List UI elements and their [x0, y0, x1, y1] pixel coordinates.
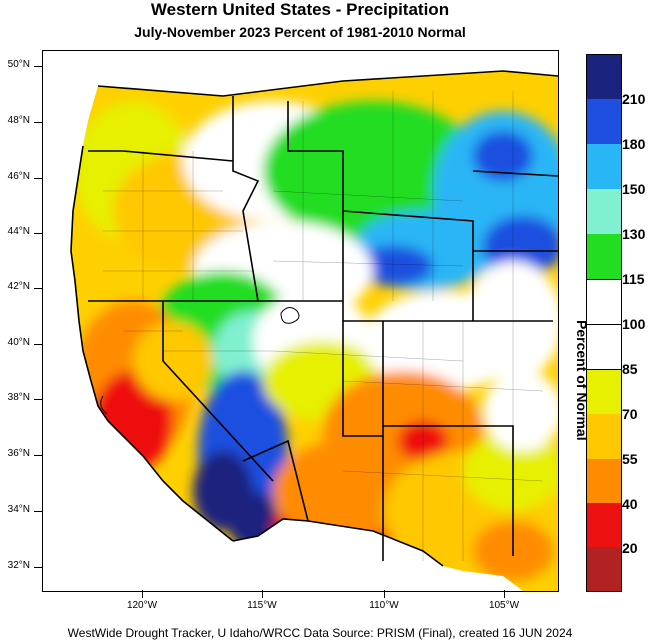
legend-swatch — [587, 189, 621, 234]
lat-tick — [34, 288, 42, 289]
lat-tick — [34, 511, 42, 512]
legend-swatch — [587, 324, 621, 370]
legend-label-150: 150 — [622, 181, 646, 197]
lat-label-32n: 32°N — [7, 560, 30, 571]
legend-label-55: 55 — [622, 451, 638, 467]
lat-label-42n: 42°N — [7, 281, 30, 292]
legend-label-130: 130 — [622, 226, 646, 242]
legend-swatch — [587, 369, 621, 415]
legend-label-115: 115 — [622, 271, 645, 287]
footer-credit: WestWide Drought Tracker, U Idaho/WRCC D… — [67, 626, 573, 640]
lon-label-120w: 120°W — [126, 600, 158, 611]
precipitation-map — [42, 50, 559, 592]
legend-swatch — [587, 144, 621, 189]
lat-tick — [34, 567, 42, 568]
legend-swatch — [587, 414, 621, 459]
lon-tick — [142, 590, 143, 598]
lat-tick — [34, 233, 42, 234]
lon-tick — [262, 590, 263, 598]
legend-swatch — [587, 459, 621, 503]
color-legend — [586, 54, 622, 592]
lat-label-44n: 44°N — [7, 226, 30, 237]
legend-label-180: 180 — [622, 136, 646, 152]
lat-tick — [34, 178, 42, 179]
map-subtitle: July-November 2023 Percent of 1981-2010 … — [134, 24, 466, 40]
lon-label-115w: 115°W — [247, 600, 277, 611]
legend-label-100: 100 — [622, 316, 646, 332]
lat-tick — [34, 66, 42, 67]
legend-label-85: 85 — [622, 361, 638, 377]
lat-label-38n: 38°N — [7, 392, 30, 403]
lat-label-46n: 46°N — [7, 171, 30, 182]
lat-label-40n: 40°N — [7, 337, 30, 348]
legend-label-70: 70 — [622, 406, 638, 422]
lat-tick — [34, 455, 42, 456]
lat-tick — [34, 399, 42, 400]
legend-swatch — [587, 99, 621, 144]
map-canvas — [43, 51, 558, 591]
lon-tick — [384, 590, 385, 598]
lat-label-36n: 36°N — [7, 448, 30, 459]
legend-title: Percent of Normal — [574, 320, 590, 441]
lon-label-105w: 105°W — [488, 600, 520, 611]
legend-label-40: 40 — [622, 496, 638, 512]
legend-swatch — [587, 279, 621, 325]
legend-swatch — [587, 503, 621, 547]
map-title: Western United States - Precipitation — [150, 0, 450, 19]
lat-label-48n: 48°N — [7, 115, 30, 126]
lon-label-110w: 110°W — [369, 600, 399, 611]
lon-tick — [504, 590, 505, 598]
lat-tick — [34, 344, 42, 345]
legend-label-20: 20 — [622, 540, 638, 556]
lat-label-50n: 50°N — [7, 59, 30, 70]
legend-label-210: 210 — [622, 91, 646, 107]
legend-swatch — [587, 55, 621, 99]
lat-label-34n: 34°N — [7, 504, 30, 515]
legend-swatch — [587, 547, 621, 591]
lat-tick — [34, 122, 42, 123]
legend-swatch — [587, 234, 621, 279]
